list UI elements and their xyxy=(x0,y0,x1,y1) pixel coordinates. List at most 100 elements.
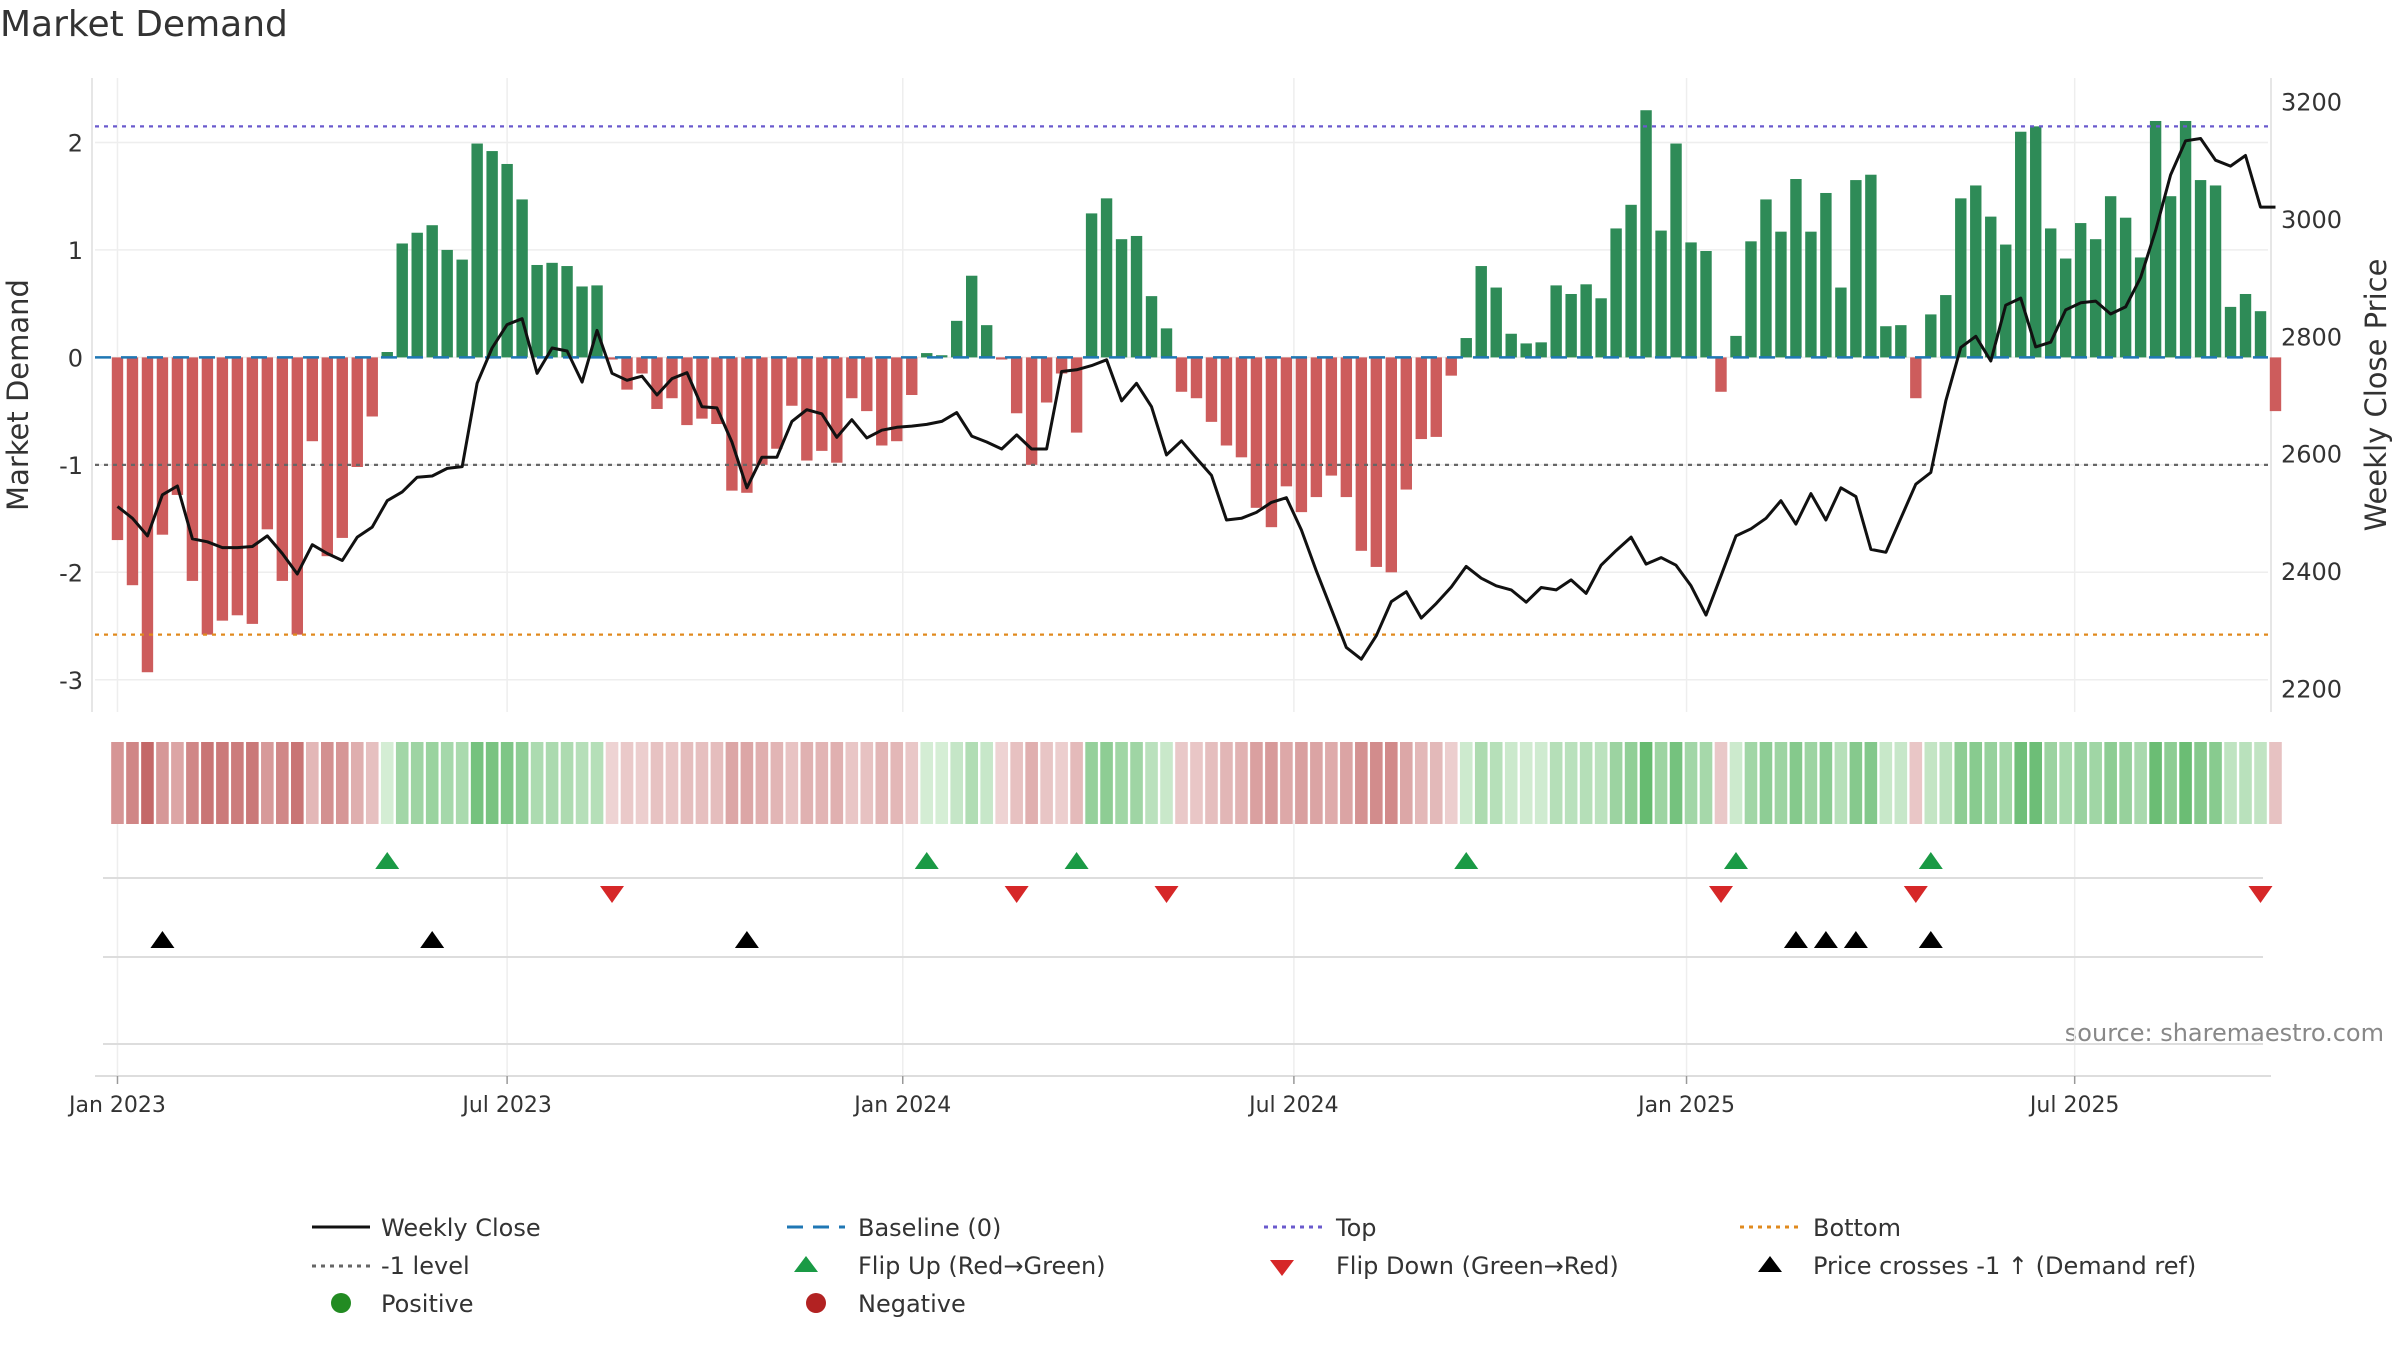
demand-bar-positive xyxy=(1700,251,1712,358)
x-tick-label: Jan 2024 xyxy=(852,1093,951,1118)
strip-cell-positive xyxy=(2149,742,2162,824)
strip-cell-positive xyxy=(2224,742,2237,824)
strip-cell-negative xyxy=(276,742,289,824)
strip-cell-negative xyxy=(1205,742,1218,824)
flip-down-marker xyxy=(1154,886,1179,903)
strip-cell-negative xyxy=(1909,742,1923,824)
demand-bar-positive xyxy=(531,264,543,358)
strip-cell-positive xyxy=(1999,742,2013,824)
axes-layer: -3 -2 -1 0 1 2 2200 2400 2600 2800 3000 3200 xyxy=(59,78,2342,712)
demand-bar-negative xyxy=(1265,357,1278,528)
demand-bar-positive xyxy=(2194,180,2207,358)
demand-bar-positive xyxy=(1775,231,1787,358)
strip-cell-positive xyxy=(1924,742,1938,824)
strip-cell-negative xyxy=(216,742,229,824)
demand-bar-negative xyxy=(995,357,1008,360)
flip-down-marker xyxy=(600,886,625,903)
demand-bar-positive xyxy=(1805,231,1817,358)
event-markers xyxy=(95,852,2273,1077)
strip-cell-positive xyxy=(965,742,978,824)
demand-bar-positive xyxy=(516,199,528,358)
strip-cell-negative xyxy=(650,742,664,824)
strip-cell-negative xyxy=(171,742,184,824)
demand-bar-negative xyxy=(201,357,214,635)
strip-cell-positive xyxy=(2059,742,2072,824)
demand-bar-positive xyxy=(2089,239,2102,358)
strip-cell-positive xyxy=(2179,742,2192,824)
strip-cell-positive xyxy=(1864,742,1878,824)
demand-bar-positive xyxy=(1145,296,1158,358)
legend-flip-up-marker xyxy=(794,1256,818,1272)
strip-cell-positive xyxy=(1115,742,1128,824)
demand-bar-negative xyxy=(726,357,738,491)
demand-bar-negative xyxy=(906,357,918,395)
strip-cell-negative xyxy=(1025,742,1038,824)
demand-bar-negative xyxy=(1055,357,1068,374)
strip-cell-positive xyxy=(1894,742,1908,824)
demand-bar-negative xyxy=(1295,357,1308,513)
demand-bar-positive xyxy=(2224,306,2237,358)
source-annotation: source: sharemaestro.com xyxy=(2065,1019,2384,1047)
x-tick-label: Jan 2025 xyxy=(1636,1093,1735,1118)
y-tick-label: 2 xyxy=(68,129,83,157)
strip-cell-positive xyxy=(2209,742,2222,824)
strip-cell-positive xyxy=(455,742,469,824)
demand-bar-positive xyxy=(1580,284,1592,358)
demand-bar-negative xyxy=(1040,357,1053,403)
strip-cell-negative xyxy=(1175,742,1188,824)
demand-bar-negative xyxy=(1400,357,1412,490)
demand-bar-positive xyxy=(1475,266,1487,358)
strip-cell-negative xyxy=(755,742,769,824)
reference-lines xyxy=(95,125,2268,636)
demand-bar-negative xyxy=(141,357,154,673)
strip-cell-negative xyxy=(695,742,709,824)
demand-bar-negative xyxy=(2269,357,2282,412)
demand-bar-negative xyxy=(636,357,648,374)
chart-title: Market Demand xyxy=(0,4,288,45)
demand-bar-positive xyxy=(456,259,468,358)
legend-flip-down-marker xyxy=(1270,1260,1294,1276)
demand-bar-positive xyxy=(2059,258,2072,358)
legend-positive-dot xyxy=(331,1293,351,1313)
demand-bar-negative xyxy=(216,357,229,621)
legend-negative-dot xyxy=(806,1293,826,1313)
price-cross-marker xyxy=(420,931,445,948)
strip-cell-negative xyxy=(1265,742,1278,824)
demand-bar-positive xyxy=(501,163,513,358)
demand-bar-positive xyxy=(1550,285,1562,358)
strip-cell-positive xyxy=(395,742,409,824)
strip-cell-negative xyxy=(261,742,274,824)
y2-tick-label: 2400 xyxy=(2281,558,2342,586)
demand-bar-positive xyxy=(486,151,498,358)
demand-bar-negative xyxy=(876,357,888,446)
x-axis: Jan 2023 Jul 2023 Jan 2024 Jul 2024 Jan 2025… xyxy=(67,1076,2119,1118)
demand-bar-negative xyxy=(1340,357,1353,498)
strip-cell-positive xyxy=(1474,742,1488,824)
strip-cell-negative xyxy=(665,742,679,824)
legend-flip-down: Flip Down (Green→Red) xyxy=(1336,1252,1619,1280)
strip-cell-negative xyxy=(1010,742,1023,824)
demand-bar-negative xyxy=(1190,357,1203,399)
demand-bar-negative xyxy=(126,357,139,586)
demand-bar-negative xyxy=(351,357,363,467)
strip-cell-negative xyxy=(1414,742,1428,824)
demand-bar-positive xyxy=(441,249,453,358)
demand-bar-negative xyxy=(1070,357,1083,433)
strip-cell-positive xyxy=(590,742,604,824)
legend-bottom: Bottom xyxy=(1813,1214,1901,1242)
strip-cell-positive xyxy=(950,742,964,824)
strip-cell-negative xyxy=(291,742,304,824)
demand-bar-negative xyxy=(321,357,333,557)
strip-cell-positive xyxy=(1669,742,1683,824)
strip-cell-positive xyxy=(410,742,424,824)
demand-bar-negative xyxy=(1310,357,1323,498)
legend-top: Top xyxy=(1335,1214,1377,1242)
strip-cell-positive xyxy=(2254,742,2267,824)
demand-bar-positive xyxy=(2179,120,2192,358)
strip-cell-positive xyxy=(1729,742,1743,824)
demand-bar-negative xyxy=(1715,357,1727,392)
strip-cell-negative xyxy=(1355,742,1368,824)
strip-cell-positive xyxy=(1534,742,1548,824)
price-cross-marker xyxy=(1783,931,1808,948)
demand-bar-positive xyxy=(1490,287,1502,358)
